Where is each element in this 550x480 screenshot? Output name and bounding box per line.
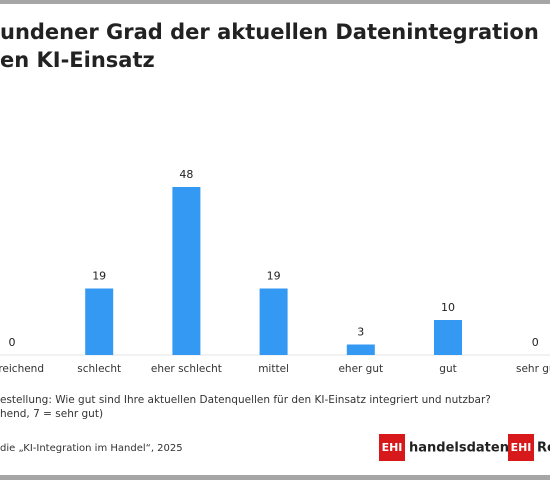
logo-badge-text: EHI [382,441,403,454]
bar [346,344,375,355]
x-tick-label: schlecht [77,363,121,375]
logo-text: Re [537,441,550,456]
x-tick-label: sehr gu [516,363,550,375]
value-label: 19 [92,270,106,283]
x-tick-label: eher gut [338,363,383,375]
logo-badge [508,434,534,461]
chart-title: undener Grad der aktuellen Datenintegrat… [0,20,539,44]
bar [434,320,462,355]
logo-text: handelsdaten.de [409,441,532,456]
value-label: 3 [357,326,364,339]
footnote: estellung: Wie gut sind Ihre aktuellen D… [0,394,491,406]
bar [85,288,114,355]
source: die „KI-Integration im Handel“, 2025 [0,443,183,454]
x-tick-label: gut [439,363,456,375]
value-label: 0 [532,336,539,349]
bar [172,187,201,355]
value-label: 0 [9,336,16,349]
logo-badge [379,434,405,461]
chart-title: en KI-Einsatz [0,48,155,72]
x-tick-label: eher schlecht [151,363,222,375]
logo-badge-text: EHI [511,441,532,454]
top-border [0,0,550,4]
footnote: hend, 7 = sehr gut) [0,408,103,420]
bottom-border [0,475,550,480]
value-label: 19 [267,270,281,283]
x-tick-label: mittel [258,363,289,375]
bar [259,288,288,355]
x-tick-label: ureichend [0,363,44,375]
value-label: 10 [441,301,455,314]
value-label: 48 [179,168,193,181]
